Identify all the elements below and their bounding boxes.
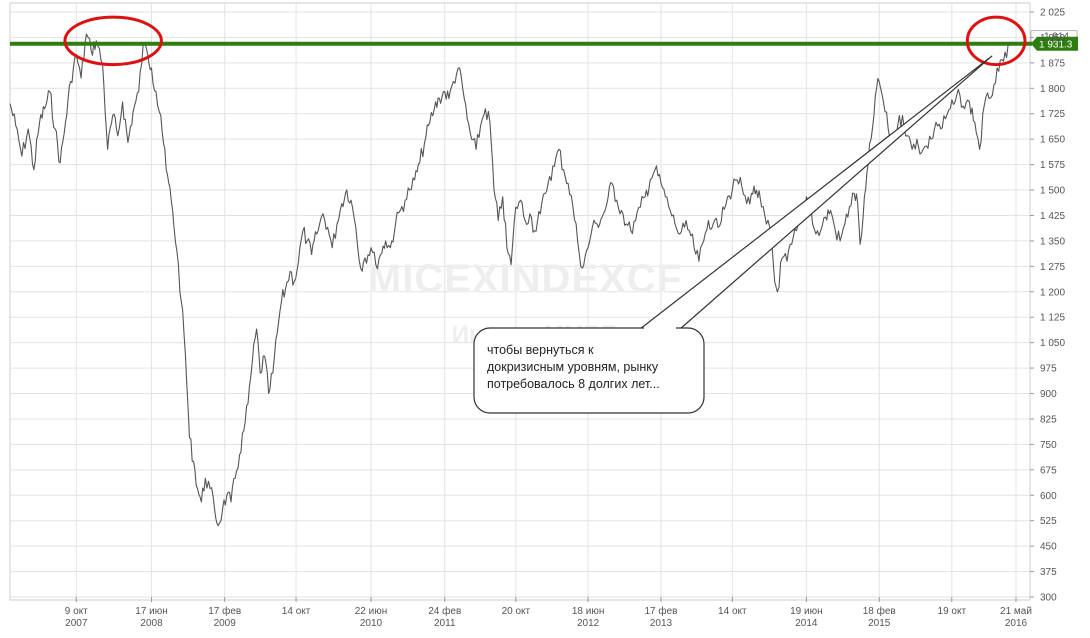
x-tick-year-label: 2008 bbox=[140, 618, 163, 629]
x-tick-label: 9 окт bbox=[65, 606, 88, 617]
y-tick-label: 1 425 bbox=[1040, 211, 1065, 222]
x-tick-label: 14 окт bbox=[282, 606, 311, 617]
x-tick-label: 19 окт bbox=[938, 606, 967, 617]
y-axis: 2 025 1 950 1 875 1 800 1 725 1 650 1 575 1 500… bbox=[1030, 8, 1065, 604]
x-tick-year-label: 2015 bbox=[868, 618, 891, 629]
x-tick-label: 14 окт bbox=[718, 606, 747, 617]
y-tick-label: 1 800 bbox=[1040, 84, 1065, 95]
y-tick-label: 900 bbox=[1040, 389, 1057, 400]
callout-text-line: чтобы вернуться к bbox=[487, 343, 594, 357]
price-line bbox=[9, 33, 1009, 527]
x-tick-year-label: 2009 bbox=[214, 618, 237, 629]
y-tick-label: 375 bbox=[1040, 567, 1057, 578]
callout-box bbox=[473, 327, 705, 414]
y-tick-label: 750 bbox=[1040, 440, 1057, 451]
x-tick-label: 20 окт bbox=[502, 606, 531, 617]
y-tick-label: 1 875 bbox=[1040, 58, 1065, 69]
x-tick-label: 18 фев bbox=[863, 605, 896, 617]
x-tick-label: 24 фев bbox=[428, 605, 461, 617]
y-tick-label: 1 200 bbox=[1040, 287, 1065, 298]
annotation-group: чтобы вернуться к докризисным уровням, ры… bbox=[63, 15, 1027, 414]
x-tick-label: 19 июн bbox=[790, 606, 823, 617]
y-tick-label: 1 350 bbox=[1040, 236, 1065, 247]
current-price-label: 1 931.3 bbox=[1039, 39, 1073, 50]
y-tick-label: 1 650 bbox=[1040, 135, 1065, 146]
y-tick-label: 975 bbox=[1040, 364, 1057, 375]
y-tick-label: 300 bbox=[1040, 593, 1057, 604]
y-tick-label: 600 bbox=[1040, 491, 1057, 502]
x-tick-year-label: 2013 bbox=[650, 618, 673, 629]
y-tick-label: 525 bbox=[1040, 516, 1057, 527]
y-tick-label: 1 500 bbox=[1040, 186, 1065, 197]
x-tick-year-label: 2011 bbox=[434, 618, 456, 629]
x-tick-year-label: 2012 bbox=[577, 618, 600, 629]
y-tick-label: 675 bbox=[1040, 465, 1057, 476]
callout-text-line: докризисным уровням, рынку bbox=[487, 360, 659, 374]
y-tick-label: 1 125 bbox=[1040, 313, 1065, 324]
x-tick-label: 22 июн bbox=[355, 606, 388, 617]
x-tick-year-label: 2016 bbox=[1005, 618, 1028, 629]
y-tick-label: 450 bbox=[1040, 542, 1057, 553]
plot-background bbox=[9, 2, 1031, 601]
x-tick-year-label: 2010 bbox=[360, 618, 383, 629]
callout-text-line: потребовалось 8 долгих лет... bbox=[487, 377, 660, 391]
y-tick-label: 1 950 bbox=[1040, 33, 1065, 44]
highlight-circle bbox=[965, 15, 1027, 67]
x-tick-label: 17 фев bbox=[644, 605, 677, 617]
x-tick-label: 21 май bbox=[1000, 606, 1032, 617]
y-tick-label: 1 575 bbox=[1040, 160, 1065, 171]
y-tick-label: 1 275 bbox=[1040, 262, 1065, 273]
y-tick-label: 1 050 bbox=[1040, 338, 1065, 349]
y-tick-label: 825 bbox=[1040, 414, 1057, 425]
watermark-ticker: MICEXINDEXCF bbox=[368, 257, 682, 301]
current-price-marker bbox=[1031, 36, 1078, 51]
y-tick-label: 1 725 bbox=[1040, 109, 1065, 120]
x-tick-label: 17 июн bbox=[135, 606, 168, 617]
y-tick-label: 2 025 bbox=[1040, 8, 1065, 19]
x-tick-label: 17 фев bbox=[208, 605, 241, 617]
x-tick-year-label: 2007 bbox=[65, 618, 88, 629]
horizontal-level-group: 1 9141 931.3 bbox=[10, 30, 1078, 51]
x-tick-year-label: 2014 bbox=[795, 618, 818, 629]
highlight-circle bbox=[63, 15, 163, 67]
x-tick-label: 18 июн bbox=[572, 606, 605, 617]
series-group bbox=[9, 33, 1009, 527]
